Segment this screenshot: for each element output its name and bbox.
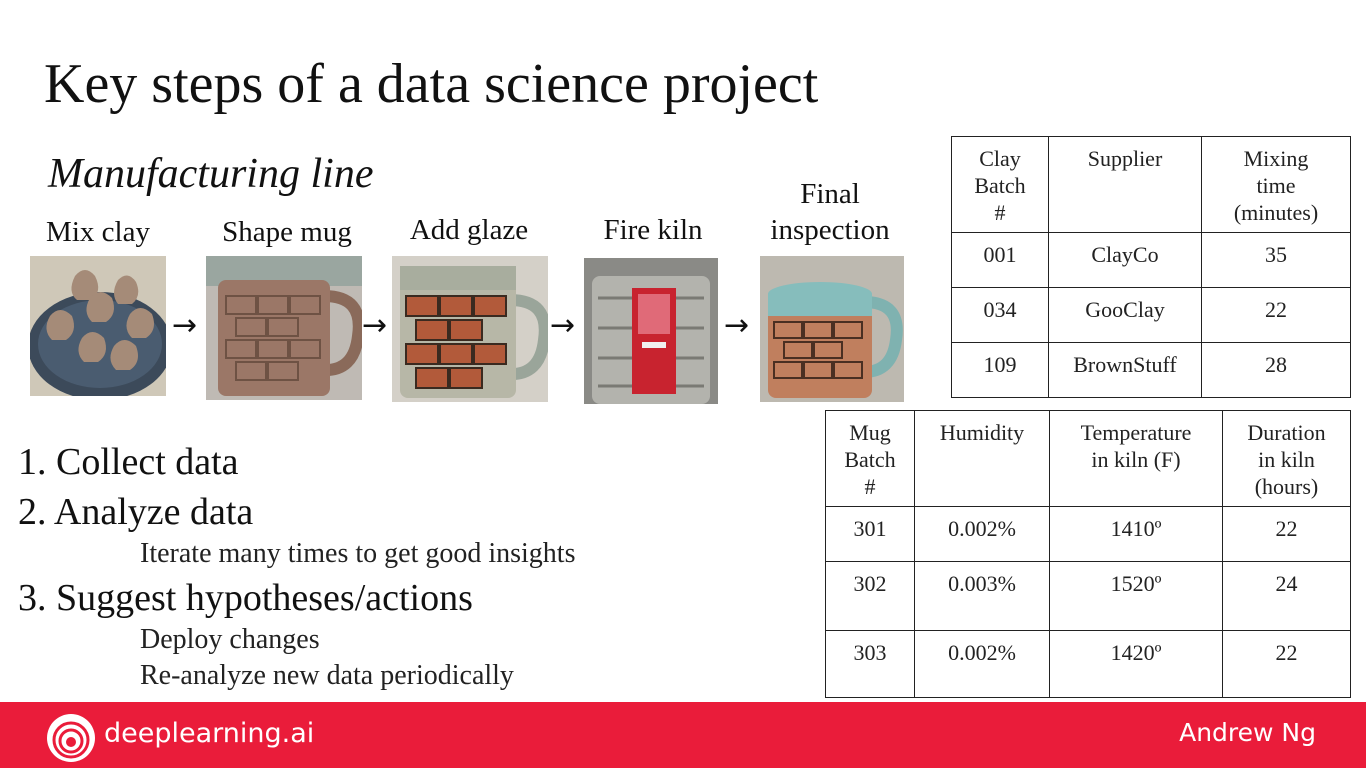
table-row: 109 BrownStuff 28: [951, 342, 1351, 398]
header-line: Batch: [844, 447, 896, 472]
arrow-right-icon: →: [724, 308, 750, 343]
table-cell: 301: [825, 506, 915, 562]
header-line: Duration: [1247, 420, 1326, 445]
header-line: Humidity: [939, 420, 1025, 445]
table-cell: 0.002%: [914, 630, 1050, 698]
table-cell: 109: [951, 342, 1049, 398]
slide-subtitle: Manufacturing line: [48, 151, 374, 197]
arrow-right-icon: →: [172, 308, 198, 343]
table-cell: 0.002%: [914, 506, 1050, 562]
table-cell: 22: [1222, 506, 1351, 562]
table-cell: 302: [825, 561, 915, 631]
table-cell: 35: [1201, 232, 1351, 288]
header-line: (hours): [1254, 474, 1319, 499]
substep-iterate: Iterate many times to get good insights: [140, 538, 576, 569]
step-analyze-data: 2. Analyze data: [18, 491, 254, 533]
header-line: Mug: [849, 420, 891, 445]
column-header: Mug Batch #: [825, 410, 915, 507]
mix-clay-photo: [30, 256, 166, 396]
table-cell: 034: [951, 287, 1049, 343]
table-cell: 303: [825, 630, 915, 698]
final-inspection-photo: [760, 256, 904, 402]
shape-mug-photo: [206, 256, 362, 400]
table-cell: ClayCo: [1048, 232, 1202, 288]
substep-reanalyze: Re-analyze new data periodically: [140, 660, 514, 691]
deeplearning-logo-icon: [46, 713, 96, 763]
table-row: 303 0.002% 1420º 22: [825, 630, 1351, 698]
table-cell: 001: [951, 232, 1049, 288]
mug-batch-table: Mug Batch # Humidity Temperature in kiln…: [825, 410, 1351, 698]
table-cell: 1420º: [1049, 630, 1223, 698]
table-cell: 28: [1201, 342, 1351, 398]
arrow-right-icon: →: [550, 308, 576, 343]
column-header: Humidity: [914, 410, 1050, 507]
table-row: 034 GooClay 22: [951, 287, 1351, 343]
step-collect-data: 1. Collect data: [18, 441, 239, 483]
header-line: Mixing: [1243, 146, 1309, 171]
column-header: Supplier: [1048, 136, 1202, 233]
table-cell: 1410º: [1049, 506, 1223, 562]
header-line: in kiln (F): [1091, 447, 1181, 472]
table-cell: BrownStuff: [1048, 342, 1202, 398]
table-header-row: Mug Batch # Humidity Temperature in kiln…: [825, 410, 1351, 507]
table-cell: 0.003%: [914, 561, 1050, 631]
table-row: 001 ClayCo 35: [951, 232, 1351, 288]
header-line: in kiln: [1258, 447, 1315, 472]
column-header: Duration in kiln (hours): [1222, 410, 1351, 507]
header-line: Clay: [979, 146, 1021, 171]
table-header-row: Clay Batch # Supplier Mixing time (minut…: [951, 136, 1351, 233]
step-label-final-inspection: Final inspection: [754, 176, 906, 248]
fire-kiln-photo: [584, 258, 718, 404]
header-line: Batch: [974, 173, 1026, 198]
table-cell: 1520º: [1049, 561, 1223, 631]
footer-author: Andrew Ng: [1179, 718, 1316, 747]
column-header: Clay Batch #: [951, 136, 1049, 233]
final-label-line-1: Final: [800, 178, 860, 210]
footer-brand: deeplearning.ai: [104, 718, 315, 749]
header-line: #: [864, 474, 876, 499]
table-row: 301 0.002% 1410º 22: [825, 506, 1351, 562]
table-cell: 24: [1222, 561, 1351, 631]
clay-batch-table: Clay Batch # Supplier Mixing time (minut…: [951, 136, 1351, 398]
substep-deploy: Deploy changes: [140, 624, 320, 655]
header-line: #: [994, 200, 1006, 225]
step-label-shape-mug: Shape mug: [222, 216, 352, 248]
footer-bar: [0, 702, 1366, 768]
header-line: Supplier: [1087, 146, 1163, 171]
step-label-fire-kiln: Fire kiln: [603, 214, 703, 246]
table-cell: 22: [1222, 630, 1351, 698]
table-cell: 22: [1201, 287, 1351, 343]
add-glaze-photo: [392, 256, 548, 402]
header-line: (minutes): [1233, 200, 1319, 225]
final-label-line-2: inspection: [770, 214, 890, 246]
column-header: Mixing time (minutes): [1201, 136, 1351, 233]
slide-title: Key steps of a data science project: [44, 53, 819, 115]
step-label-add-glaze: Add glaze: [409, 214, 529, 246]
header-line: time: [1256, 173, 1296, 198]
table-cell: GooClay: [1048, 287, 1202, 343]
arrow-right-icon: →: [362, 308, 388, 343]
step-suggest-hypotheses: 3. Suggest hypotheses/actions: [18, 577, 473, 619]
step-label-mix-clay: Mix clay: [46, 216, 150, 248]
header-line: Temperature: [1080, 420, 1192, 445]
column-header: Temperature in kiln (F): [1049, 410, 1223, 507]
table-row: 302 0.003% 1520º 24: [825, 561, 1351, 631]
